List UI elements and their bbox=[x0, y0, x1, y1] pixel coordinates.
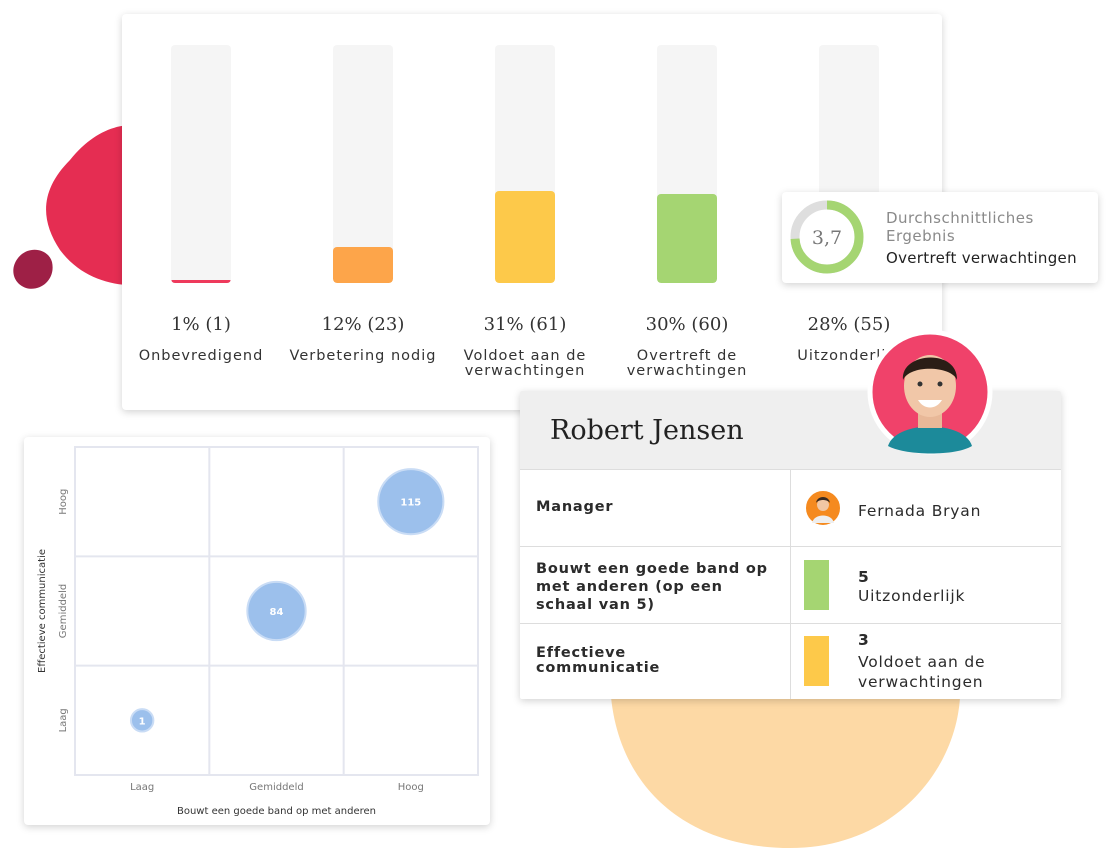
bar bbox=[495, 190, 555, 283]
value-label: 12% (23) bbox=[321, 314, 405, 335]
bar bbox=[657, 193, 717, 283]
bar-track bbox=[171, 45, 231, 283]
profile-card: Robert Jensen Manager Fernada Bryan Bouw… bbox=[520, 391, 1061, 699]
row-label: Effectieve communicatie bbox=[536, 645, 661, 676]
value-label: 28% (55) bbox=[807, 314, 891, 335]
column-divider bbox=[790, 469, 791, 699]
bubble-label: 115 bbox=[400, 498, 421, 509]
donut-label: 3,7 bbox=[812, 227, 842, 249]
x-tick-label: Laag bbox=[130, 782, 154, 793]
table-row: Bouwt een goede band op met anderen (op … bbox=[520, 546, 1061, 624]
x-tick-label: Gemiddeld bbox=[249, 782, 303, 793]
category-label: Onbevredigend bbox=[138, 348, 264, 364]
bar-track bbox=[657, 45, 717, 283]
average-card: 3,7 Durchschnittliches Ergebnis Overtref… bbox=[782, 192, 1098, 283]
y-tick-label: Laag bbox=[58, 708, 69, 732]
average-result: Overtreft verwachtingen bbox=[886, 249, 1077, 267]
category-label: Overtreft de verwachtingen bbox=[626, 348, 748, 379]
bubble-chart: Laag Gemiddeld Hoog Laag Gemiddeld Hoog Bouwt … bbox=[37, 446, 479, 817]
row-label: Manager bbox=[536, 499, 614, 515]
rating-swatch bbox=[804, 560, 829, 610]
category-label: Verbetering nodig bbox=[289, 348, 437, 364]
bubble-label: 1 bbox=[139, 716, 146, 727]
x-axis-label: Bouwt een goede band op met anderen bbox=[177, 806, 376, 817]
y-tick-label: Hoog bbox=[58, 489, 69, 515]
bubble bbox=[246, 580, 307, 642]
value-label: 1% (1) bbox=[171, 314, 231, 335]
value-label: 30% (60) bbox=[645, 314, 729, 335]
rating-swatch bbox=[804, 636, 829, 686]
average-title: Durchschnittliches Ergebnis bbox=[886, 209, 1034, 245]
manager-avatar bbox=[804, 489, 842, 527]
bubble-panel: Laag Gemiddeld Hoog Laag Gemiddeld Hoog Bouwt … bbox=[24, 437, 490, 825]
table-row: Effectieve communicatie 3 Voldoet aan de… bbox=[520, 623, 1061, 699]
row-rating: Voldoet aan de verwachtingen bbox=[858, 653, 986, 691]
category-label: Uitzonderlijk bbox=[797, 348, 901, 364]
row-rating: Uitzonderlijk bbox=[858, 587, 966, 605]
row-score: 5 bbox=[858, 568, 870, 586]
category-label: Voldoet aan de verwachtingen bbox=[463, 348, 587, 379]
bubble bbox=[377, 468, 445, 536]
y-axis-label: Effectieve communicatie bbox=[37, 549, 48, 673]
row-score: 3 bbox=[858, 631, 870, 649]
dark-blob bbox=[13, 249, 53, 289]
plot-frame bbox=[74, 446, 479, 776]
table-row: Manager Fernada Bryan bbox=[520, 469, 1061, 547]
bubble bbox=[129, 708, 155, 733]
bar-track bbox=[333, 45, 393, 283]
row-label: Bouwt een goede band op met anderen (op … bbox=[536, 561, 768, 613]
bar bbox=[171, 280, 231, 283]
donut: 3,7 bbox=[790, 200, 864, 274]
profile-name: Robert Jensen bbox=[550, 415, 744, 446]
value-label: 31% (61) bbox=[483, 314, 567, 335]
bar bbox=[333, 247, 393, 283]
donut-value bbox=[790, 200, 864, 274]
manager-name: Fernada Bryan bbox=[858, 502, 982, 520]
profile-avatar bbox=[867, 329, 993, 455]
orange-blob bbox=[610, 680, 961, 848]
bar-track bbox=[495, 45, 555, 283]
x-tick-label: Hoog bbox=[398, 782, 424, 793]
y-tick-label: Gemiddeld bbox=[58, 584, 69, 638]
bubble-label: 84 bbox=[270, 607, 284, 618]
